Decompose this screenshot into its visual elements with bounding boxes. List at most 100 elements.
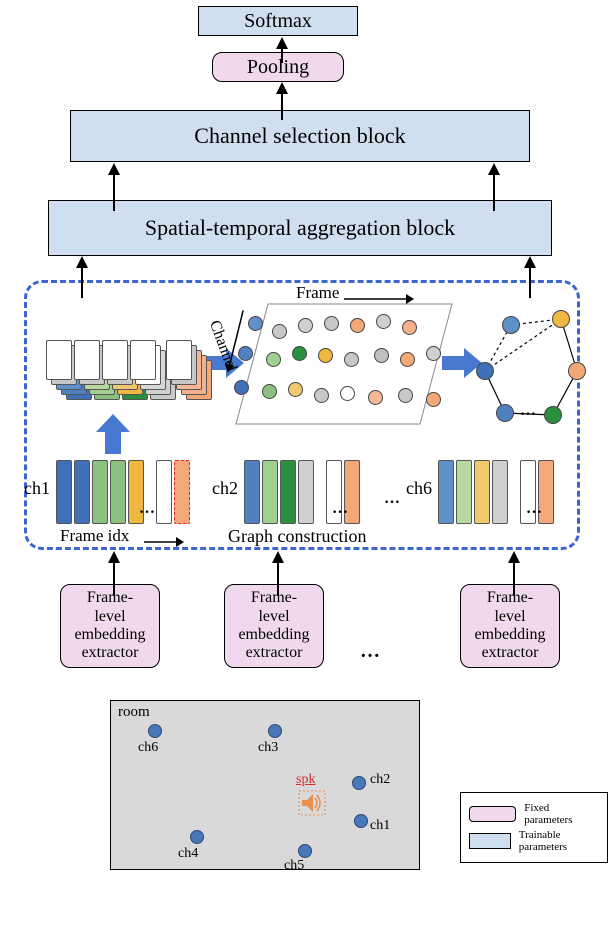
scatter-dot [340, 386, 355, 401]
graph-node [496, 404, 514, 422]
blue-arrow-up-icon [96, 414, 130, 459]
softmax-label: Softmax [244, 10, 312, 33]
frame-bar [262, 460, 278, 524]
arrow-up-icon [524, 256, 536, 268]
scatter-dot [374, 348, 389, 363]
frame-bar [456, 460, 472, 524]
pooling-label: Pooling [247, 56, 309, 79]
graph-node [552, 310, 570, 328]
channel-label: ch5 [284, 858, 304, 874]
scatter-dot [314, 388, 329, 403]
frame-bar [56, 460, 72, 524]
channel-label: ch1 [370, 818, 390, 834]
scatter-dot [262, 384, 277, 399]
channel-dot [268, 724, 282, 738]
spk-label: spk [296, 772, 315, 788]
frame-extractor-block: Frame-levelembeddingextractor [460, 584, 560, 668]
scatter-dot [288, 382, 303, 397]
legend-swatch-trainable [469, 833, 511, 849]
frame-bar [474, 460, 490, 524]
scatter-dot [426, 346, 441, 361]
scatter-panel [234, 302, 454, 433]
ellipsis-icon: … [332, 500, 348, 518]
scatter-dot [292, 346, 307, 361]
arrow-stem [277, 563, 279, 595]
frame-bar [110, 460, 126, 524]
arrow-up-icon [508, 551, 520, 563]
arrow-up-icon [272, 551, 284, 563]
scatter-dot [298, 318, 313, 333]
channel-label: ch2 [370, 772, 390, 788]
graph-node [476, 362, 494, 380]
frame-strip [56, 460, 190, 524]
frame-idx-arrow [144, 534, 184, 552]
channel-dot [190, 830, 204, 844]
scatter-dot [234, 380, 249, 395]
arrow-stem [113, 175, 115, 211]
frame-bar [74, 460, 90, 524]
scatter-dot [272, 324, 287, 339]
scatter-dot [266, 352, 281, 367]
frame-bar [92, 460, 108, 524]
scatter-dot [368, 390, 383, 405]
frame-bar [438, 460, 454, 524]
ch1-label: ch1 [24, 478, 50, 499]
frame-bar [174, 460, 190, 524]
ch6-label: ch6 [406, 478, 432, 499]
arrow-up-icon [108, 551, 120, 563]
legend-label: Trainable parameters [519, 829, 599, 853]
channel-label: ch3 [258, 740, 278, 756]
arrow-up-icon [276, 37, 288, 49]
arrow-up-icon [488, 163, 500, 175]
channel-label: ch4 [178, 846, 198, 862]
arrow-stem [281, 94, 283, 120]
frame-extractor-block: Frame-levelembeddingextractor [60, 584, 160, 668]
speaker-icon [298, 790, 326, 821]
channel-dot [354, 814, 368, 828]
frame-bar [492, 460, 508, 524]
pooling-block: Pooling [212, 52, 344, 82]
frame-extractor-block: Frame-levelembeddingextractor [224, 584, 324, 668]
ellipsis-icon: … [139, 500, 155, 518]
channel-dot [148, 724, 162, 738]
arrow-up-icon [76, 256, 88, 268]
softmax-block: Softmax [198, 6, 358, 36]
scatter-dot [318, 348, 333, 363]
arrow-up-icon [108, 163, 120, 175]
arrow-stem [529, 268, 531, 298]
spatial-temporal-block: Spatial-temporal aggregation block [48, 200, 552, 256]
frame-idx-label: Frame idx [60, 526, 129, 546]
scatter-dot [400, 352, 415, 367]
arrow-stem [513, 563, 515, 595]
legend-row: Fixed parameters [469, 802, 599, 826]
room-label: room [118, 704, 150, 721]
ellipsis-icon: … [526, 500, 542, 518]
graph-node [568, 362, 586, 380]
scatter-dot [344, 352, 359, 367]
ch2-label: ch2 [212, 478, 238, 499]
scatter-dot [398, 388, 413, 403]
channel-dot [298, 844, 312, 858]
arrow-stem [281, 49, 283, 63]
legend-label: Fixed parameters [524, 802, 599, 826]
frame-bar [156, 460, 172, 524]
spatial-temporal-label: Spatial-temporal aggregation block [145, 215, 455, 241]
ellipsis-icon: … [384, 490, 400, 508]
frame-axis-label: Frame [296, 283, 339, 303]
scatter-dot [324, 316, 339, 331]
graph-node [544, 406, 562, 424]
arrow-stem [113, 563, 115, 595]
graph-structure: … [468, 306, 578, 426]
frame-bar [298, 460, 314, 524]
channel-selection-block: Channel selection block [70, 110, 530, 162]
scatter-dot [248, 316, 263, 331]
legend-panel: Fixed parameters Trainable parameters [460, 792, 608, 863]
legend-row: Trainable parameters [469, 829, 599, 853]
channel-label: ch6 [138, 740, 158, 756]
graph-construction-label: Graph construction [228, 526, 366, 547]
scatter-dot [426, 392, 441, 407]
frame-bar [244, 460, 260, 524]
channel-dot [352, 776, 366, 790]
legend-swatch-fixed [469, 806, 516, 822]
scatter-dot [376, 314, 391, 329]
